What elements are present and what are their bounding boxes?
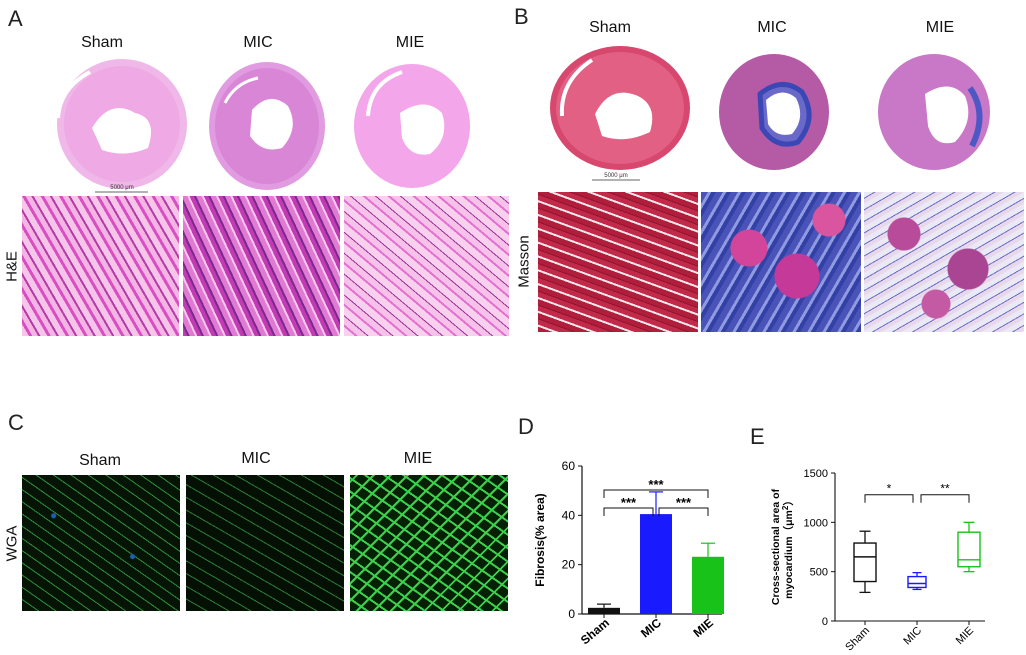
area-y-axis-title-sup: 2: [781, 505, 790, 510]
panel-c-label: C: [8, 410, 24, 435]
area-box-mie: [957, 531, 981, 568]
area-box-mic: [907, 575, 927, 589]
area-y-tick-label: 0: [822, 616, 828, 628]
fibrosis-sig-bracket: [658, 507, 709, 516]
masson-heart-mic: [719, 54, 829, 170]
area-box-sham: [853, 542, 877, 583]
area-x-tick-label: Sham: [843, 625, 872, 654]
panel-c-col-mie: MIE: [403, 450, 433, 467]
wga-micrograph-mie: [350, 475, 508, 611]
panel-c-row-label: WGA: [3, 525, 21, 562]
fibrosis-bars: Sham MIC MIE: [578, 491, 724, 648]
panel-b-whole-heart-sections: 5000 μm: [550, 46, 990, 181]
area-y-tick-label: 1000: [804, 517, 828, 529]
area-sig-label: *: [887, 482, 892, 496]
area-y-tick-label: 500: [810, 567, 828, 579]
panel-c-col-sham: Sham: [79, 452, 121, 469]
masson-micrograph-sham: [538, 192, 698, 332]
fibrosis-bar-mic: [640, 514, 672, 614]
fibrosis-bar-sham: [588, 607, 620, 614]
area-sig-label: **: [940, 482, 950, 496]
he-heart-sham: [56, 59, 187, 189]
area-x-tick-label: MIC: [901, 625, 924, 648]
masson-heart-mie: [878, 54, 990, 170]
fibrosis-y-tick-label: 0: [568, 607, 575, 621]
masson-micrograph-mie: [864, 192, 1024, 332]
panel-a-row-label: H&E: [3, 251, 21, 282]
panel-a-col-mie: MIE: [395, 34, 425, 51]
fibrosis-y-tick-label: 20: [562, 558, 576, 572]
he-heart-mic: [209, 62, 325, 190]
fibrosis-x-tick-label: MIC: [638, 615, 664, 640]
panel-c-col-mic: MIC: [241, 450, 271, 467]
scale-bar-a-label: 5000 μm: [110, 185, 133, 191]
wga-micrograph-sham: [22, 475, 180, 611]
fibrosis-sig-bracket: [603, 489, 709, 498]
area-boxes: Sham MIC MIE: [843, 521, 981, 654]
he-micrograph-sham: [22, 196, 179, 336]
area-y-axis-title-main: myocardium（μm: [782, 510, 795, 599]
fibrosis-significance: *** *** ***: [603, 477, 709, 516]
panel-b-label: B: [514, 4, 529, 29]
panel-b-col-mie: MIE: [925, 19, 955, 36]
panel-b-col-mic: MIC: [757, 19, 787, 36]
he-micrograph-mie: [344, 196, 509, 336]
cross-sectional-area-box-plot: 0 500 1000 1500 Cross-sectional area of myoca…: [770, 468, 985, 654]
area-y-axis-title-line1: Cross-sectional area of: [770, 488, 782, 605]
fibrosis-x-tick-label: Sham: [578, 616, 612, 648]
fibrosis-y-axis-title: Fibrosis(% area): [533, 493, 547, 586]
area-x-tick-label: MIE: [954, 625, 976, 647]
area-y-axis-title-line2: myocardium（μm2）: [781, 495, 795, 599]
fibrosis-sig-label: ***: [676, 495, 692, 510]
panel-a-label: A: [8, 6, 23, 31]
fibrosis-bar-mie: [692, 556, 724, 614]
fibrosis-y-tick-label: 40: [562, 508, 576, 522]
wga-micrograph-mic: [186, 475, 344, 611]
he-micrograph-mic: [183, 196, 340, 336]
area-significance: * **: [864, 482, 970, 503]
area-sig-bracket: [920, 494, 970, 503]
fibrosis-sig-label: ***: [648, 477, 664, 492]
panel-e-label: E: [750, 424, 765, 449]
fibrosis-x-tick-label: MIE: [691, 616, 716, 640]
fibrosis-sig-label: ***: [621, 495, 637, 510]
panel-a-whole-heart-sections: 5000 μm: [56, 59, 470, 193]
panel-b-col-sham: Sham: [589, 19, 631, 36]
area-axes: 0 500 1000 1500 Cross-sectional area of myoca…: [770, 468, 985, 628]
panel-d-label: D: [518, 414, 534, 439]
panel-a-col-sham: Sham: [81, 34, 123, 51]
area-y-axis-title-close: ）: [782, 495, 795, 506]
scale-bar-b-label: 5000 μm: [604, 173, 627, 179]
area-sig-bracket: [864, 494, 914, 503]
he-heart-mie: [354, 64, 470, 188]
masson-micrograph-mic: [701, 192, 861, 332]
panel-a-col-mic: MIC: [243, 34, 273, 51]
panel-b-row-label: Masson: [515, 235, 533, 288]
fibrosis-sig-bracket: [603, 507, 654, 516]
area-y-tick-label: 1500: [804, 468, 828, 480]
masson-heart-sham: [550, 46, 690, 170]
fibrosis-y-tick-label: 60: [562, 459, 576, 473]
